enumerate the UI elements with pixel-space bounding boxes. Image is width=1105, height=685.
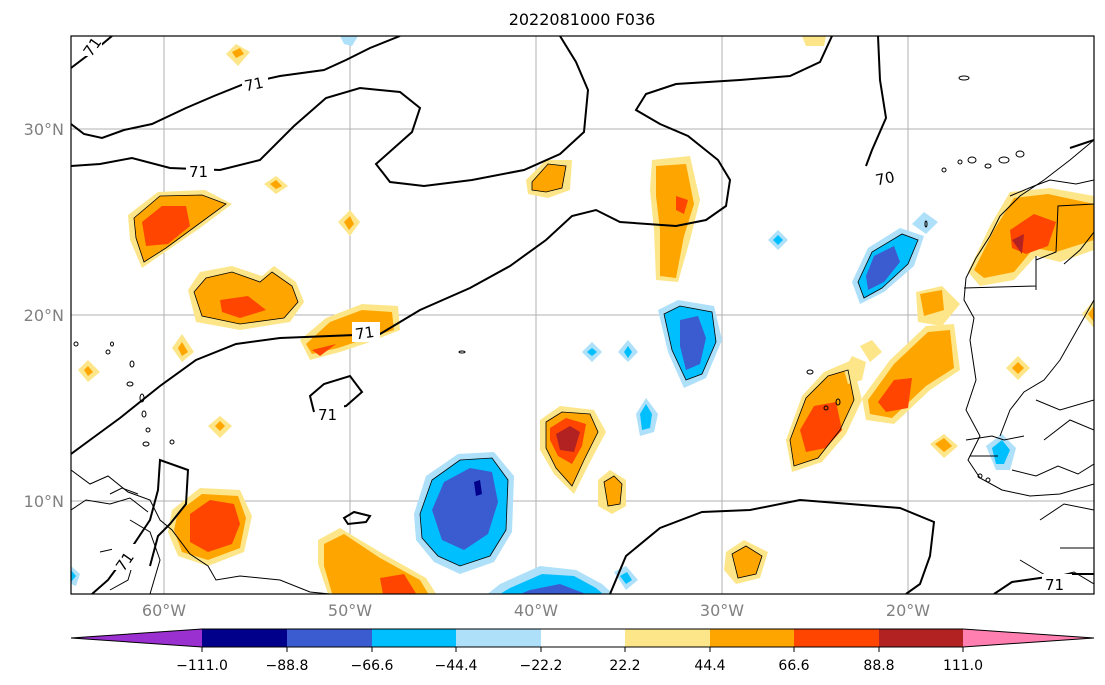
lat-tick-label: 10°N: [24, 492, 64, 511]
colorbar-swatch: [202, 629, 287, 647]
positive-anomaly-blobs: [78, 36, 1094, 594]
colorbar-tick-label: −22.2: [520, 658, 563, 674]
colorbar-swatch: [541, 629, 625, 647]
colorbar-swatch: [710, 629, 794, 647]
lon-tick-label: 50°W: [328, 601, 372, 620]
anomaly-blob: [414, 452, 514, 574]
anomaly-blob: [852, 228, 924, 304]
colorbar-tick-label: 88.8: [863, 658, 894, 674]
lat-axis-labels: 30°N 20°N 10°N: [24, 120, 64, 511]
figure-title: 2022081000 F036: [508, 10, 656, 29]
islands: [73, 75, 1025, 483]
lon-tick-label: 60°W: [142, 601, 186, 620]
lat-tick-label: 20°N: [24, 306, 64, 325]
negative-anomaly-blobs: [71, 36, 1016, 594]
contour-label: 71: [318, 406, 337, 424]
contour-labels: 71 71 71 71 71 71 70 71: [80, 36, 1072, 594]
map-frame: [70, 35, 1095, 595]
colorbar-swatch: [794, 629, 879, 647]
anomaly-blob: [540, 406, 606, 494]
anomaly-blob: [487, 566, 614, 594]
colorbar-tick-label: 111.0: [943, 658, 983, 674]
colorbar-tick-label: −44.4: [435, 658, 478, 674]
colorbar-tick-label: −66.6: [351, 658, 394, 674]
anomaly-blob: [724, 540, 768, 584]
anomaly-blob: [128, 190, 232, 268]
contour-label: 71: [1045, 576, 1064, 594]
colorbar-extend-low: [71, 629, 202, 647]
colorbar-tick-label: 66.6: [778, 658, 809, 674]
contour-label: 71: [243, 74, 265, 96]
colorbar-tick-label: −111.0: [176, 658, 228, 674]
colorbar-swatch: [879, 629, 963, 647]
colorbar-tick-label: 44.4: [694, 658, 725, 674]
anomaly-blob: [968, 188, 1094, 286]
anomaly-blob: [168, 488, 252, 566]
anomaly-blob: [318, 528, 437, 594]
lat-tick-label: 30°N: [24, 120, 64, 139]
anomaly-blob: [658, 300, 722, 388]
blob-outlines: [133, 163, 919, 579]
lon-axis-labels: 60°W 50°W 40°W 30°W 20°W: [142, 601, 930, 620]
anomaly-blob: [916, 286, 960, 326]
anomaly-blob: [650, 156, 700, 282]
contour-label: 71: [354, 323, 375, 343]
colorbar-swatch: [287, 629, 372, 647]
anomaly-blob: [986, 434, 1016, 470]
anomaly-blob: [862, 324, 960, 424]
contour-label: 71: [189, 163, 208, 181]
anomaly-blob: [188, 266, 304, 330]
colorbar-swatch: [372, 629, 456, 647]
colorbar-tick-label: 22.2: [609, 658, 640, 674]
lon-tick-label: 20°W: [886, 601, 930, 620]
lon-tick-label: 30°W: [700, 601, 744, 620]
colorbar-swatch: [456, 629, 541, 647]
lon-tick-label: 40°W: [514, 601, 558, 620]
contour-label: 70: [874, 168, 896, 190]
colorbar-swatch: [625, 629, 710, 647]
anomaly-blob: [786, 360, 862, 472]
colorbar: −111.0 −88.8 −66.6 −44.4 −22.2 22.2 44.4…: [70, 628, 1095, 674]
colorbar-tick-label: −88.8: [266, 658, 309, 674]
colorbar-extend-high: [963, 629, 1094, 647]
anomaly-blob: [300, 304, 400, 360]
